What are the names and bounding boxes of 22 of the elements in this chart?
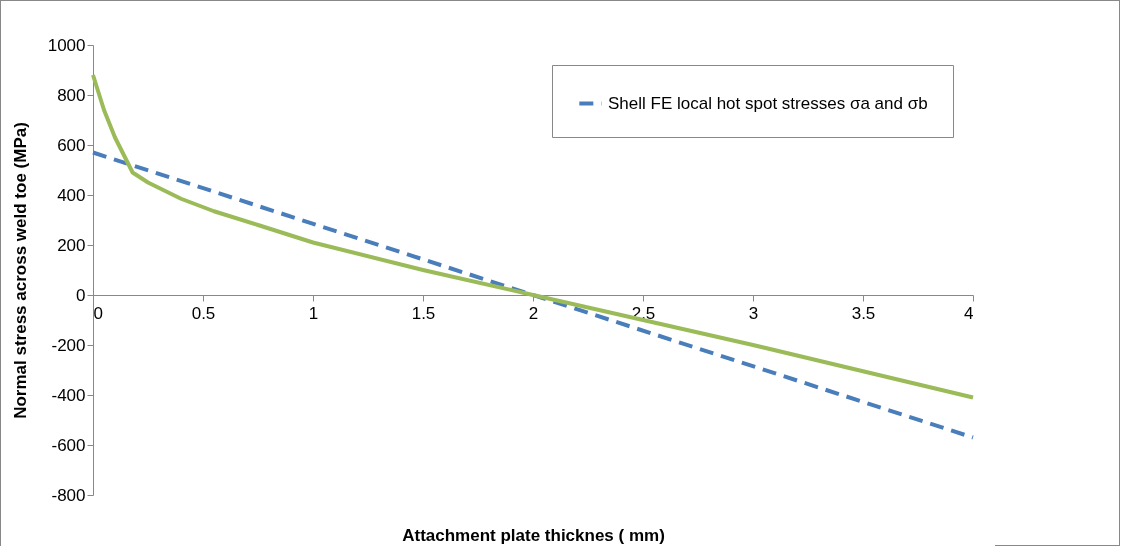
y-axis-title: Normal stress across weld toe (MPa) [10, 122, 30, 419]
x-tick-label: 0.5 [191, 303, 216, 323]
legend-label: Shell FE local hot spot stresses σa and σb [608, 93, 928, 113]
line-series [91, 73, 975, 400]
x-axis-title: Attachment plate thicknes ( mm) [402, 525, 665, 545]
x-tick-label: 2 [528, 303, 539, 323]
x-tick-label: 3 [748, 303, 759, 323]
y-tick-label: -800 [51, 485, 86, 505]
y-tick-label: 400 [57, 185, 86, 205]
y-tick-label: -200 [51, 335, 86, 355]
y-tick-label: 600 [57, 135, 86, 155]
y-tick-label: 200 [57, 235, 86, 255]
y-tick-label: -400 [51, 385, 86, 405]
x-tick-label: 1 [308, 303, 319, 323]
x-tick-label: 4 [964, 303, 974, 323]
x-tick-label: 3.5 [851, 303, 876, 323]
y-tick-label: 1000 [47, 35, 86, 55]
y-tick-label: 800 [57, 85, 86, 105]
x-tick-label: 0 [93, 303, 103, 323]
y-tick-label: -600 [51, 435, 86, 455]
y-tick-label: 0 [76, 285, 86, 305]
x-tick-label: 1.5 [411, 303, 436, 323]
